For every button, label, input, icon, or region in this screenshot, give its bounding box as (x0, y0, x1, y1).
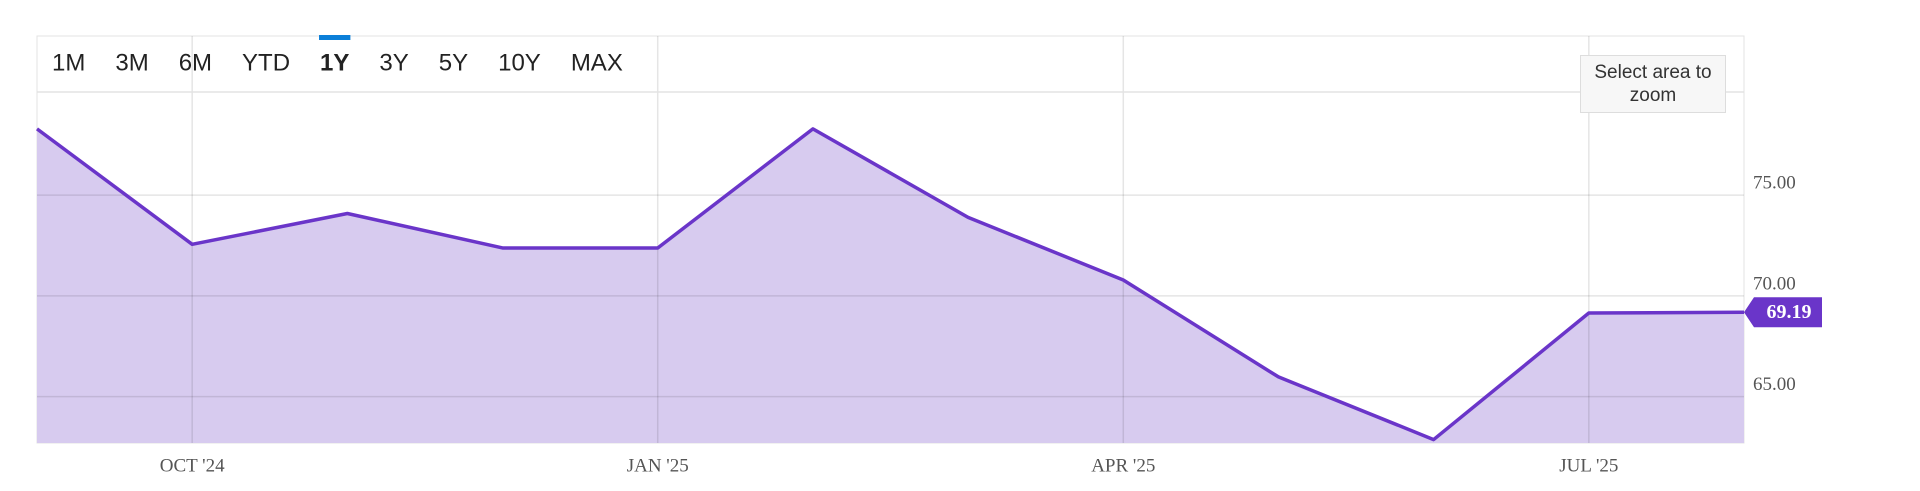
range-button[interactable]: 3Y (379, 49, 408, 76)
area (37, 128, 1744, 444)
y-tick-label: 70.00 (1753, 273, 1796, 294)
range-button[interactable]: 1Y (320, 49, 349, 76)
zoom-hint: Select area to zoom (1580, 55, 1726, 113)
y-tick-label: 75.00 (1753, 173, 1796, 194)
x-tick-label: JUL '25 (1559, 455, 1618, 476)
y-tick-label: 65.00 (1753, 374, 1796, 395)
range-button[interactable]: 3M (115, 49, 148, 76)
value-badge (1744, 297, 1822, 328)
x-tick-label: APR '25 (1091, 455, 1155, 476)
active-indicator (319, 35, 351, 40)
value-label: 69.19 (1767, 301, 1812, 323)
range-button[interactable]: 6M (179, 49, 212, 76)
range-button: MAX (571, 49, 623, 76)
x-tick-label: OCT '24 (160, 455, 225, 476)
range-button: 10Y (498, 49, 541, 76)
range-button[interactable]: 5Y (439, 49, 468, 76)
range-button[interactable]: 1M (52, 49, 85, 76)
range-button[interactable]: YTD (242, 49, 290, 76)
line (35, 127, 1745, 442)
x-tick-label: JAN '25 (627, 455, 689, 476)
